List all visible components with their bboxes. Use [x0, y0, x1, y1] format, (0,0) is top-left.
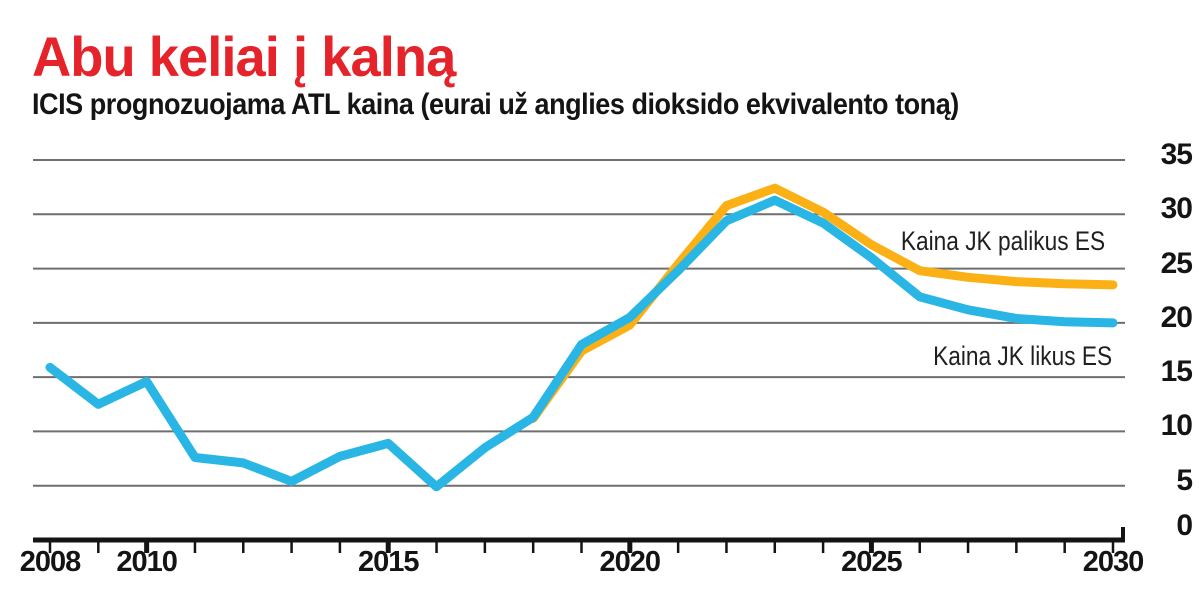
chart-title: Abu keliai į kalną: [32, 25, 456, 88]
y-tick-label-20: 20: [1160, 300, 1193, 334]
y-tick-label-5: 5: [1176, 463, 1193, 497]
y-tick-label-15: 15: [1160, 355, 1193, 389]
chart-subtitle: ICIS prognozuojama ATL kaina (eurai už a…: [32, 88, 959, 121]
x-tick-label-2025: 2025: [841, 546, 903, 578]
x-tick-label-2030: 2030: [1082, 546, 1145, 578]
x-tick-label-2020: 2020: [599, 546, 662, 578]
y-tick-label-0: 0: [1176, 509, 1193, 542]
y-tick-label-35: 35: [1160, 138, 1193, 171]
x-tick-label-2008: 2008: [19, 546, 82, 578]
y-tick-label-25: 25: [1160, 246, 1193, 280]
x-tick-label-2015: 2015: [357, 546, 420, 578]
series-line-kaina-jk-likus-es: [45, 195, 1118, 492]
series-line-kaina-jk-palikus-es: [528, 183, 1118, 423]
x-tick-label-2010: 2010: [116, 546, 178, 578]
y-tick-label-30: 30: [1160, 192, 1193, 226]
y-tick-label-10: 10: [1160, 409, 1193, 443]
legend-label-kaina-jk-likus-es: Kaina JK likus ES: [932, 341, 1112, 371]
legend-label-kaina-jk-palikus-es: Kaina JK palikus ES: [900, 226, 1105, 256]
